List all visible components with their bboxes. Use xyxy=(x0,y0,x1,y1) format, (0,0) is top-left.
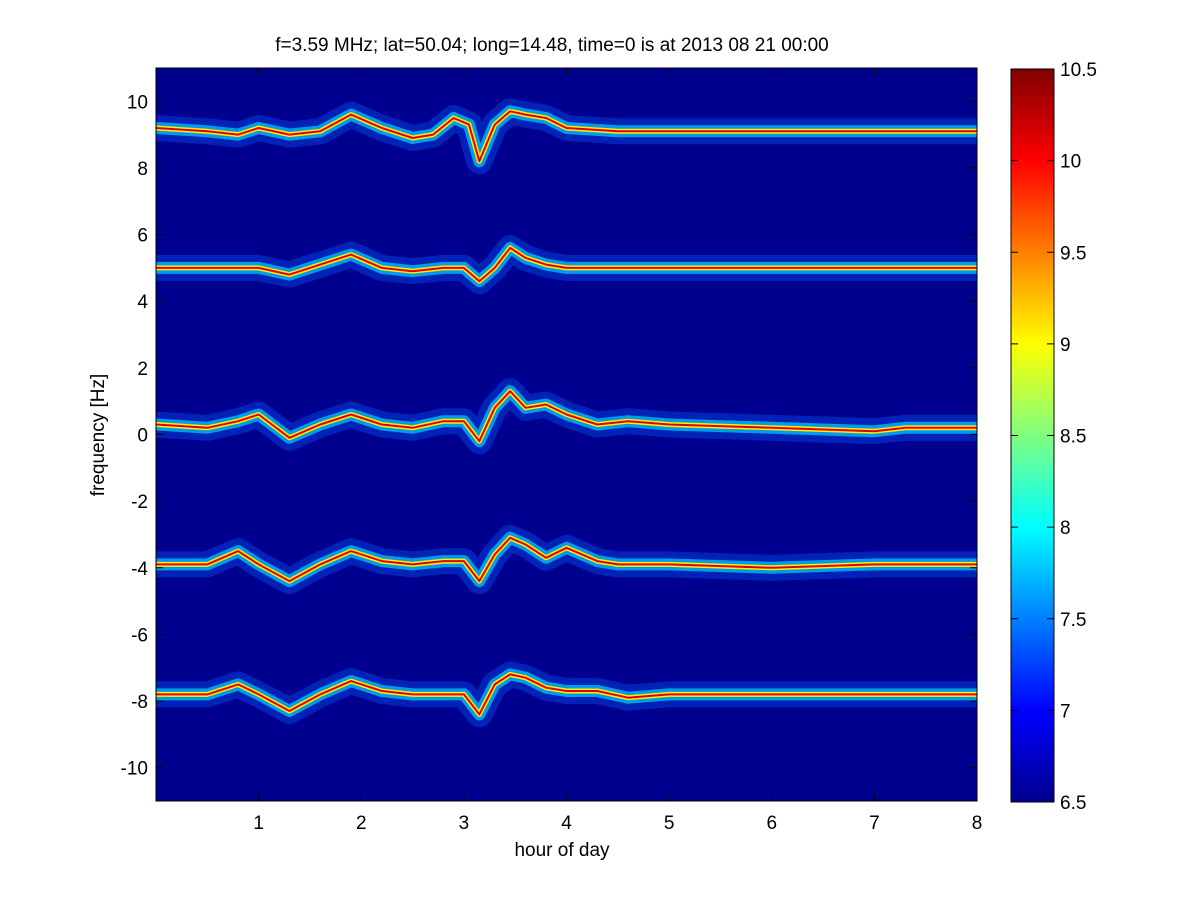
x-tick-label: 1 xyxy=(253,813,264,834)
y-tick-label: -6 xyxy=(131,625,148,646)
colorbar-tick-label: 7.5 xyxy=(1060,610,1086,631)
colorbar-ticks: 6.5 7 7.5 8 8.5 9 9.5 10 10.5 xyxy=(1011,60,1097,814)
x-tick-label: 5 xyxy=(664,813,675,834)
y-tick-label: 10 xyxy=(127,92,148,113)
x-axis-label: hour of day xyxy=(514,840,610,861)
heatmap-layer xyxy=(156,98,977,728)
y-tick-label: 4 xyxy=(137,292,148,313)
colorbar-tick-label: 10.5 xyxy=(1060,60,1097,81)
y-tick-label: 2 xyxy=(137,359,148,380)
colorbar xyxy=(1010,68,1055,803)
colorbar-tick-label: 7 xyxy=(1060,701,1071,722)
colorbar-tick-label: 6.5 xyxy=(1060,793,1086,814)
trace-core xyxy=(156,673,977,716)
y-tick-label: 0 xyxy=(137,426,148,447)
y-tick-label: -4 xyxy=(131,559,148,580)
x-tick-label: 3 xyxy=(459,813,470,834)
y-tick-label: 6 xyxy=(137,226,148,247)
y-tick-label: 8 xyxy=(137,159,148,180)
y-tick-label: -2 xyxy=(131,492,148,513)
trace-core xyxy=(156,246,977,283)
x-tick-label: 7 xyxy=(869,813,880,834)
x-tick-label: 8 xyxy=(972,813,983,834)
colorbar-tick-label: 8 xyxy=(1060,518,1071,539)
chart-title: f=3.59 MHz; lat=50.04; long=14.48, time=… xyxy=(275,35,829,56)
colorbar-tick-label: 9 xyxy=(1060,335,1071,356)
x-tick-label: 2 xyxy=(356,813,367,834)
x-axis: 1 2 3 4 5 6 7 8 xyxy=(253,68,982,834)
x-tick-label: 6 xyxy=(766,813,777,834)
trace-core xyxy=(156,536,977,583)
x-tick-label: 4 xyxy=(561,813,572,834)
trace-core xyxy=(156,390,977,443)
colorbar-tick-label: 9.5 xyxy=(1060,243,1086,264)
y-axis-label: frequency [Hz] xyxy=(88,374,109,497)
trace-core xyxy=(156,110,977,163)
colorbar-tick-label: 10 xyxy=(1060,152,1081,173)
colorbar-tick-label: 8.5 xyxy=(1060,427,1086,448)
y-tick-label: -10 xyxy=(121,759,148,780)
y-axis: -10 -8 -6 -4 -2 0 2 4 6 8 10 xyxy=(121,92,977,780)
y-tick-label: -8 xyxy=(131,692,148,713)
